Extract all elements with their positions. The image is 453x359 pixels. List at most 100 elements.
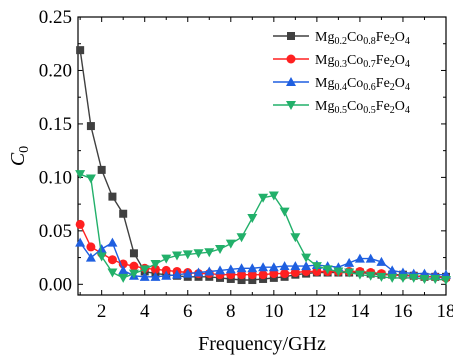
x-tick-label: 18 xyxy=(437,301,453,322)
legend-item-4: Mg0.5Co0.5Fe2O4 xyxy=(273,99,410,116)
data-point xyxy=(96,252,107,262)
legend-label-part: Fe xyxy=(376,76,390,91)
data-point xyxy=(312,266,322,276)
y-axis: 0.00 0.05 0.10 0.15 0.20 0.25 xyxy=(39,7,446,295)
data-point xyxy=(344,257,355,267)
x-axis: 2 4 6 8 10 12 14 16 18 xyxy=(79,17,453,322)
data-point xyxy=(441,276,451,286)
y-tick-label: 0.25 xyxy=(39,7,72,28)
data-point xyxy=(139,271,150,281)
data-point xyxy=(365,271,376,281)
legend-label-part: Co xyxy=(347,30,363,45)
data-point xyxy=(129,249,138,258)
data-point xyxy=(268,191,279,201)
data-point xyxy=(75,237,86,247)
data-point xyxy=(86,242,96,252)
legend-label-subscript: 0.5 xyxy=(334,105,347,116)
data-point xyxy=(171,269,182,279)
data-point xyxy=(387,265,398,275)
data-point xyxy=(225,239,236,249)
data-point xyxy=(119,209,128,218)
y-tick-label: 0.20 xyxy=(39,60,72,81)
data-point xyxy=(290,233,301,243)
legend-label-part: Mg xyxy=(315,53,334,68)
y-axis-label: C0 xyxy=(7,146,32,166)
data-point xyxy=(76,46,85,55)
plot-frame xyxy=(77,16,447,296)
data-point xyxy=(204,248,215,258)
data-point xyxy=(236,233,247,243)
legend-label-subscript: 0.5 xyxy=(363,105,376,116)
data-point xyxy=(107,237,118,247)
legend-label: Mg0.2Co0.8Fe2O4 xyxy=(315,30,410,47)
y-tick-label: 0.00 xyxy=(39,274,72,295)
data-point xyxy=(280,269,290,279)
series-layer xyxy=(75,46,451,286)
y-tick-label: 0.05 xyxy=(39,221,72,242)
y-tick-label: 0.10 xyxy=(39,167,72,188)
x-axis-label: Frequency/GHz xyxy=(198,333,326,355)
data-point xyxy=(258,270,268,280)
data-point xyxy=(387,273,398,283)
data-point xyxy=(247,270,257,280)
data-point xyxy=(268,262,279,272)
legend-label-subscript: 0.3 xyxy=(334,59,347,70)
legend-swatch-marker xyxy=(286,54,296,64)
legend-label-part: Co xyxy=(347,76,363,91)
legend-label-subscript: 0.2 xyxy=(334,36,347,47)
data-point xyxy=(419,274,430,284)
legend-label-subscript: 2 xyxy=(390,82,395,93)
legend-swatch-marker xyxy=(286,101,296,110)
legend-item-2: Mg0.3Co0.7Fe2O4 xyxy=(273,53,410,70)
data-point xyxy=(290,261,301,271)
data-point xyxy=(258,193,269,203)
x-tick-label: 8 xyxy=(226,301,236,322)
x-tick-label: 16 xyxy=(393,301,412,322)
legend-label-part: Mg xyxy=(315,30,334,45)
legend-label-subscript: 4 xyxy=(405,105,410,116)
data-point xyxy=(150,259,161,269)
legend-label: Mg0.3Co0.7Fe2O4 xyxy=(315,53,410,70)
data-point xyxy=(248,276,257,285)
x-tick-label: 4 xyxy=(140,301,150,322)
data-point xyxy=(279,207,290,217)
data-point xyxy=(301,261,312,271)
y-axis-label-main: C xyxy=(7,152,29,166)
legend-item-3: Mg0.4Co0.6Fe2O4 xyxy=(273,76,410,93)
data-point xyxy=(150,271,161,281)
legend-label-part: O xyxy=(395,99,405,114)
data-point xyxy=(118,265,129,275)
data-point xyxy=(97,165,106,174)
x-tick-label: 6 xyxy=(183,301,193,322)
data-point xyxy=(344,268,355,278)
legend-label: Mg0.4Co0.6Fe2O4 xyxy=(315,76,410,93)
data-point xyxy=(397,273,408,283)
series-4 xyxy=(75,170,451,286)
legend-label-subscript: 2 xyxy=(390,36,395,47)
legend-label: Mg0.5Co0.5Fe2O4 xyxy=(315,99,410,116)
data-point xyxy=(129,261,139,271)
data-point xyxy=(75,170,86,180)
legend-item-1: Mg0.2Co0.8Fe2O4 xyxy=(273,30,410,47)
legend-label-part: O xyxy=(395,53,405,68)
x-tick-label: 10 xyxy=(264,301,283,322)
data-point xyxy=(139,265,150,275)
x-tick-label: 2 xyxy=(97,301,107,322)
legend-label-subscript: 0.6 xyxy=(363,82,376,93)
data-point xyxy=(107,268,118,278)
legend-swatch-marker xyxy=(286,77,296,86)
data-point xyxy=(354,270,365,280)
data-point xyxy=(204,266,215,276)
data-point xyxy=(215,265,226,275)
data-point xyxy=(237,276,246,285)
legend-label-part: O xyxy=(395,76,405,91)
data-point xyxy=(107,255,117,265)
data-point xyxy=(322,265,333,275)
data-point xyxy=(108,192,117,201)
data-point xyxy=(193,249,204,259)
data-point xyxy=(333,267,344,277)
data-point xyxy=(118,273,129,283)
legend-label-subscript: 4 xyxy=(405,82,410,93)
data-point xyxy=(215,245,226,255)
